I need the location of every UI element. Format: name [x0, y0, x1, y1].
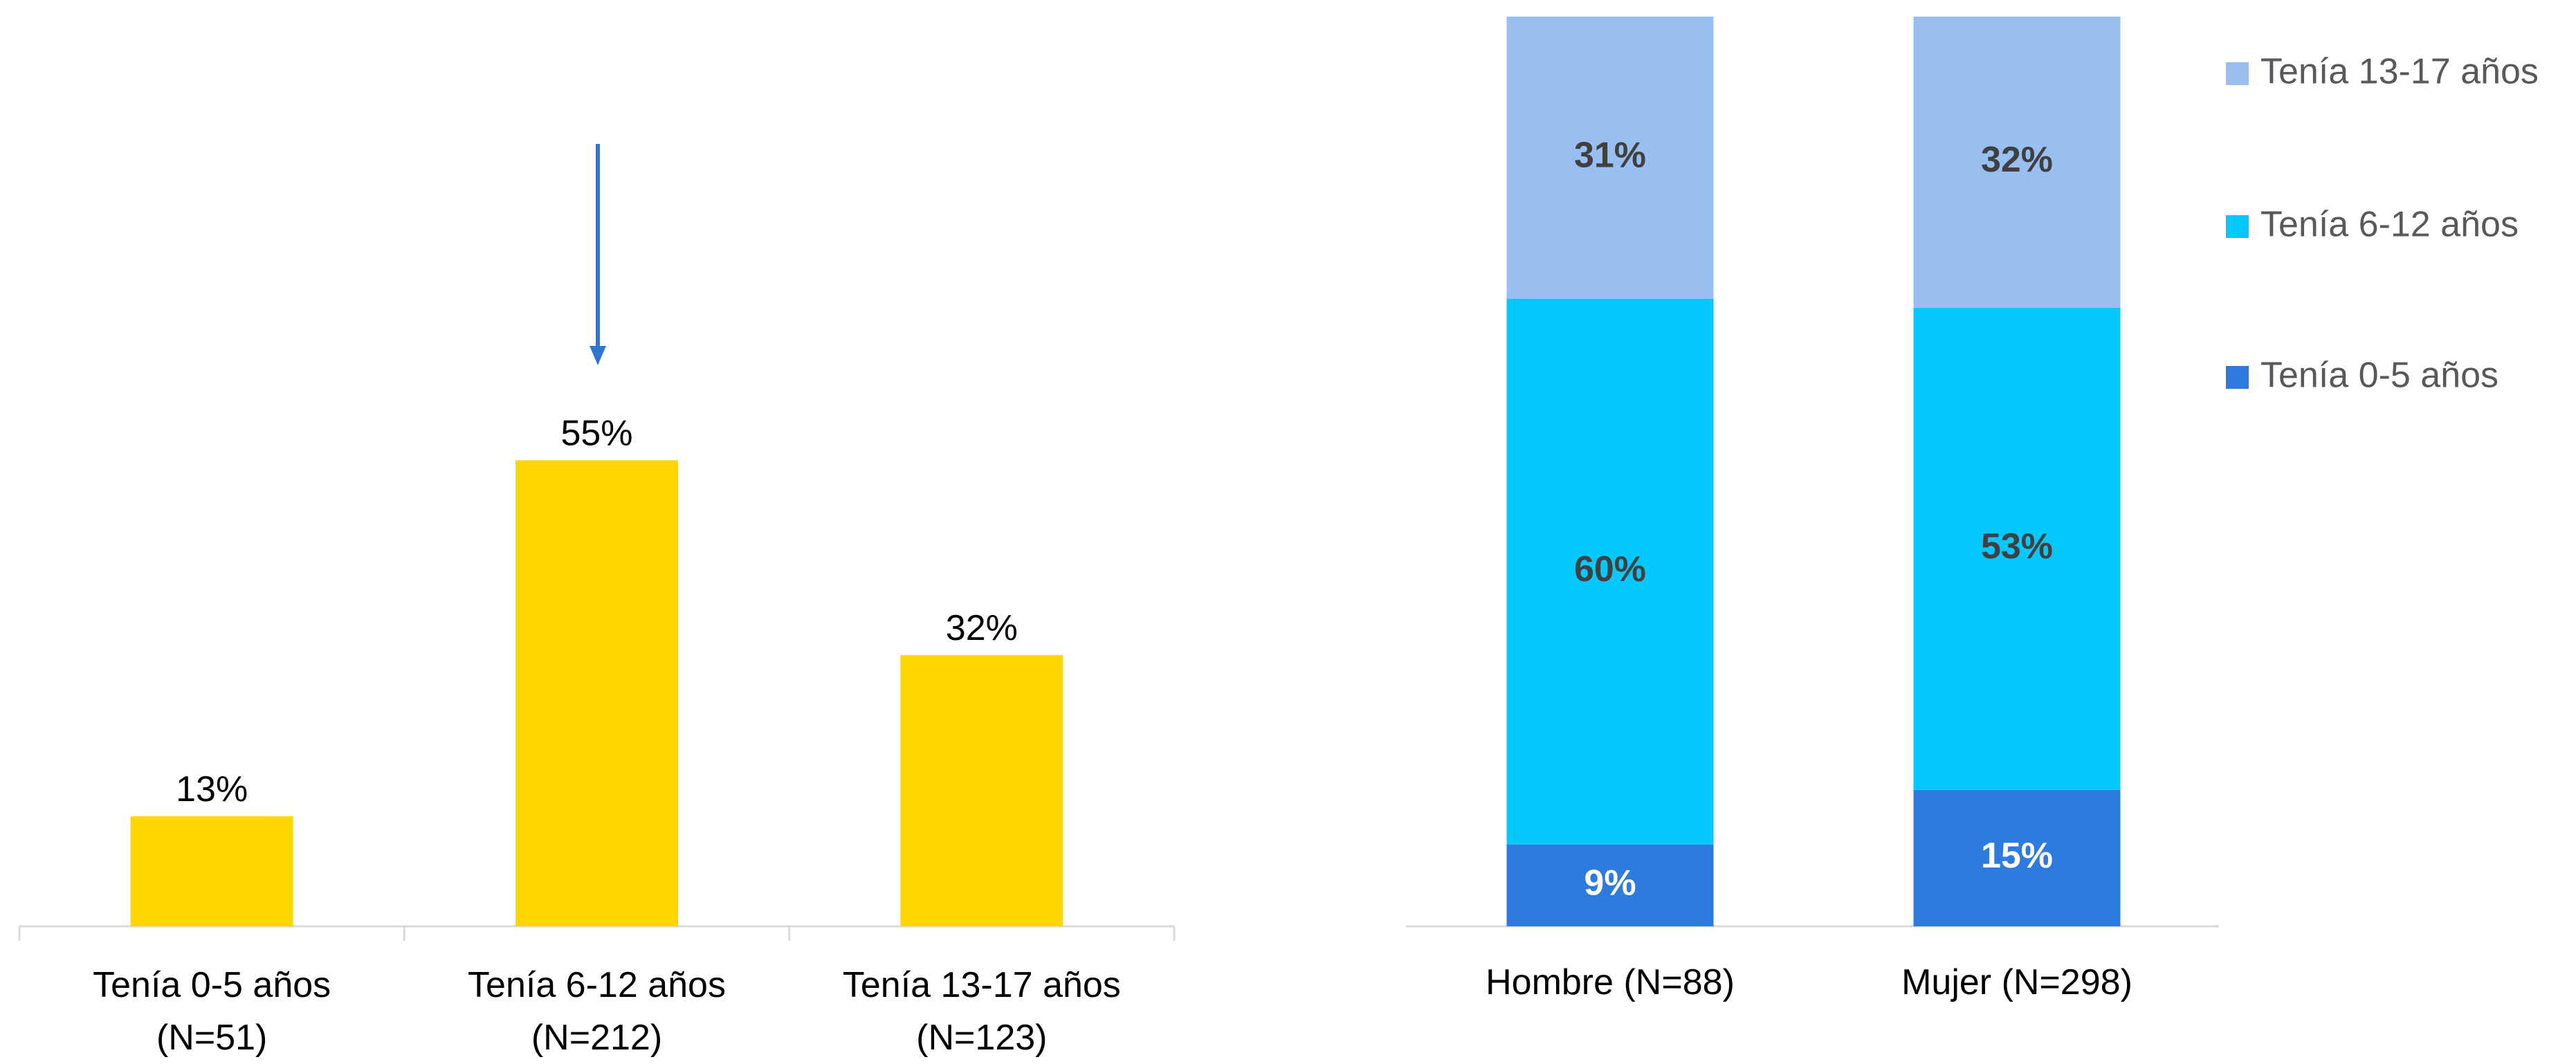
legend-swatch	[2226, 215, 2249, 238]
legend-label: Tenía 13-17 años	[2260, 52, 2539, 92]
bar-segment	[1506, 844, 1714, 926]
legend-swatch	[2226, 366, 2249, 389]
bar-segment	[1506, 298, 1714, 845]
bar-segment	[1913, 17, 2121, 308]
bar	[900, 655, 1063, 926]
bar-segment	[1913, 789, 2121, 926]
x-tick-label: Hombre (N=88)	[1486, 962, 1735, 1002]
value-label: 32%	[1981, 140, 2053, 180]
bar-segment	[1506, 17, 1714, 299]
value-label: 13%	[176, 769, 248, 809]
legend-swatch	[2226, 62, 2249, 85]
value-label: 55%	[560, 413, 632, 453]
value-label: 53%	[1981, 526, 2053, 567]
value-label: 15%	[1981, 836, 2053, 876]
bar	[515, 460, 678, 926]
value-label: 9%	[1584, 863, 1636, 904]
legend-label: Tenía 6-12 años	[2260, 205, 2519, 245]
x-tick-label: Mujer (N=298)	[1901, 962, 2132, 1002]
legend-label: Tenía 0-5 años	[2260, 356, 2499, 396]
value-label: 31%	[1574, 136, 1646, 176]
x-tick-label: Tenía 6-12 años (N=212)	[468, 965, 726, 1058]
annotation-arrow	[590, 144, 606, 365]
x-tick-label: Tenía 13-17 años (N=123)	[842, 965, 1121, 1058]
x-tick-label: Tenía 0-5 años (N=51)	[93, 965, 331, 1058]
value-label: 60%	[1574, 549, 1646, 589]
bar-segment	[1913, 307, 2121, 790]
bar	[130, 816, 293, 926]
value-label: 32%	[946, 608, 1018, 648]
